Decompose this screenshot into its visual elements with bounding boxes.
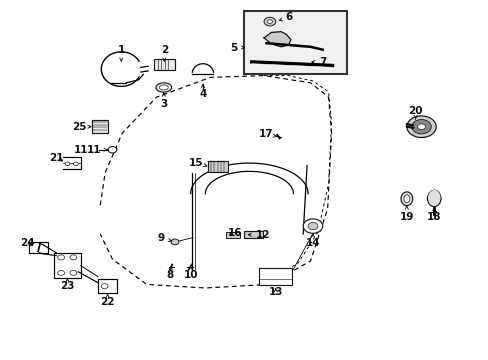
- Circle shape: [406, 116, 435, 138]
- Bar: [207, 161, 228, 172]
- Text: 15: 15: [188, 158, 206, 168]
- Bar: [225, 232, 239, 238]
- Circle shape: [58, 255, 64, 260]
- Text: 7: 7: [311, 57, 326, 67]
- Text: 19: 19: [399, 206, 413, 222]
- Text: 16: 16: [227, 228, 242, 238]
- Bar: [244, 11, 346, 74]
- Text: 21: 21: [49, 153, 64, 163]
- Circle shape: [267, 20, 272, 23]
- Text: 8: 8: [166, 267, 173, 280]
- Text: 1: 1: [118, 45, 124, 61]
- Text: 6: 6: [279, 12, 292, 22]
- Ellipse shape: [159, 85, 168, 90]
- Text: 12: 12: [248, 230, 270, 240]
- Circle shape: [70, 270, 77, 275]
- Text: 20: 20: [407, 106, 422, 119]
- Text: 25: 25: [72, 122, 91, 132]
- Text: 24: 24: [20, 238, 35, 248]
- Text: 17: 17: [259, 129, 276, 139]
- Text: 3: 3: [160, 93, 167, 109]
- Text: 14: 14: [305, 234, 320, 248]
- Circle shape: [303, 219, 322, 233]
- Circle shape: [171, 239, 179, 245]
- Bar: [259, 268, 292, 285]
- Ellipse shape: [400, 192, 412, 206]
- Circle shape: [58, 270, 64, 275]
- Ellipse shape: [403, 195, 409, 203]
- Text: 11: 11: [86, 145, 107, 155]
- Text: 22: 22: [100, 294, 115, 307]
- Circle shape: [411, 120, 430, 134]
- Text: 10: 10: [183, 267, 198, 280]
- Text: 23: 23: [60, 278, 75, 291]
- Circle shape: [417, 124, 425, 130]
- Text: 13: 13: [268, 287, 283, 297]
- Circle shape: [307, 222, 317, 230]
- Text: 9: 9: [158, 233, 171, 243]
- Text: 18: 18: [426, 208, 441, 222]
- Circle shape: [101, 284, 108, 289]
- Ellipse shape: [156, 83, 171, 92]
- Polygon shape: [264, 32, 290, 47]
- FancyBboxPatch shape: [154, 59, 174, 70]
- Circle shape: [70, 255, 77, 260]
- Text: 2: 2: [161, 45, 167, 61]
- Text: 5: 5: [230, 42, 244, 53]
- Circle shape: [264, 17, 275, 26]
- Bar: [92, 120, 107, 133]
- Circle shape: [108, 147, 117, 153]
- Ellipse shape: [427, 189, 440, 207]
- Circle shape: [73, 162, 78, 166]
- Circle shape: [65, 162, 70, 166]
- Bar: [243, 231, 263, 238]
- Text: 11: 11: [73, 145, 88, 155]
- Text: 4: 4: [199, 85, 206, 99]
